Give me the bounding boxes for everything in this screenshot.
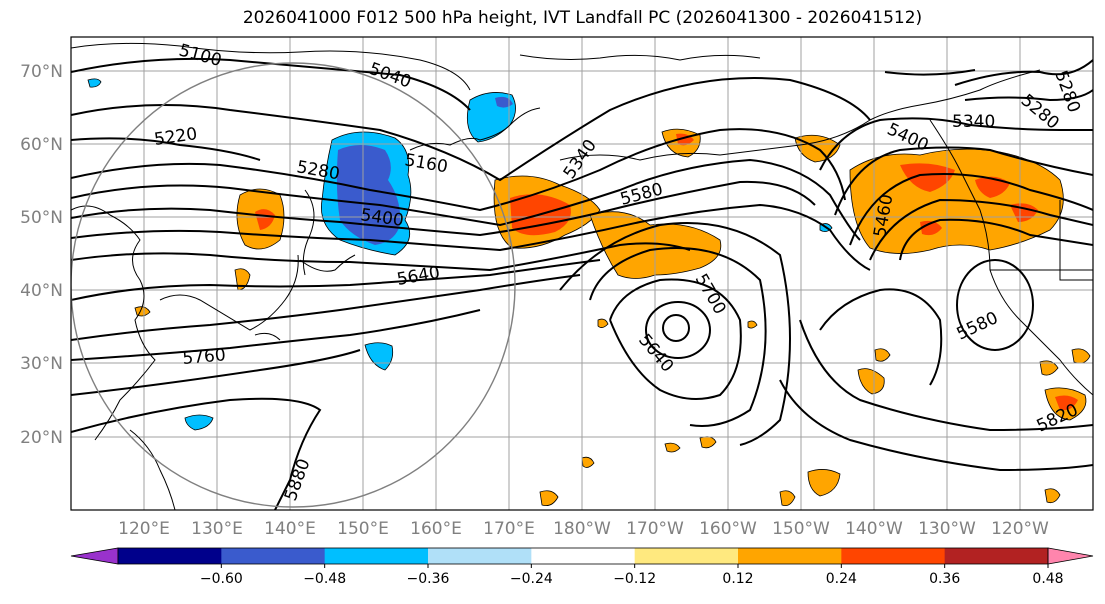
lon-label: 140°E (264, 519, 316, 539)
colorbar-segment (324, 548, 429, 564)
lat-label: 30°N (20, 354, 63, 374)
lon-gridlines (71, 37, 1021, 510)
map-body (71, 37, 1093, 510)
lon-axis-labels: 120°E 130°E 140°E 150°E 160°E 170°E 180°… (118, 519, 1049, 539)
lon-label: 130°E (191, 519, 243, 539)
lat-label: 50°N (20, 208, 63, 228)
colorbar-segments (70, 547, 1094, 565)
colorbar-segment (221, 548, 326, 564)
colorbar-tick-label: 0.24 (826, 571, 857, 587)
colorbar-frame (117, 547, 1049, 565)
lon-label: 180°W (553, 519, 611, 539)
lon-label: 160°W (699, 519, 757, 539)
lat-label: 60°N (20, 135, 63, 155)
lon-label: 120°E (118, 519, 170, 539)
radius-ring (71, 62, 516, 508)
colorbar-tick-label: 0.12 (722, 571, 753, 587)
colorbar-segment (738, 548, 842, 564)
colorbar-tick-label: 0.48 (1032, 571, 1063, 587)
colorbar-ticks: −0.60 −0.48 −0.36 −0.24 −0.12 0.12 0.24 0.36 0.4… (200, 564, 1064, 587)
lat-label: 20°N (20, 428, 63, 448)
colorbar-extend-high (1047, 547, 1094, 565)
lon-label: 120°W (991, 519, 1049, 539)
lon-label: 130°W (918, 519, 976, 539)
colorbar-segment (531, 548, 636, 564)
lon-label: 140°W (845, 519, 903, 539)
colorbar-tick-label: −0.12 (613, 571, 656, 587)
colorbar-segment (634, 548, 739, 564)
colorbar-tick-label: 0.36 (929, 571, 960, 587)
lon-label: 170°W (626, 519, 684, 539)
lat-label: 40°N (20, 281, 63, 301)
height-contours (71, 57, 1093, 510)
colorbar-segment (944, 548, 1049, 564)
map-frame (70, 36, 1094, 511)
colorbar-tick-label: −0.60 (200, 571, 243, 587)
colorbar-segment (428, 548, 532, 564)
colorbar-extend-low (70, 547, 119, 565)
ivt-positive-regions (134, 128, 1091, 507)
lat-axis-labels: 70°N 60°N 50°N 40°N 30°N 20°N (20, 62, 63, 448)
contour-label: 5760 (182, 345, 227, 369)
map-title: 2026041000 F012 500 hPa height, IVT Land… (242, 8, 923, 28)
lon-label: 170°E (483, 519, 535, 539)
coastlines (71, 42, 1093, 510)
colorbar-segment (841, 548, 946, 564)
colorbar-tick-label: −0.24 (510, 571, 553, 587)
lon-label: 160°E (410, 519, 462, 539)
colorbar-tick-label: −0.48 (303, 571, 346, 587)
colorbar-tick-label: −0.36 (407, 571, 450, 587)
lon-label: 150°W (772, 519, 830, 539)
contour-label: 5340 (952, 112, 995, 132)
colorbar: −0.60 −0.48 −0.36 −0.24 −0.12 0.12 0.24 0.36 0.4… (70, 547, 1094, 587)
lat-label: 70°N (20, 62, 63, 82)
lon-label: 150°E (337, 519, 389, 539)
colorbar-segment (118, 548, 222, 564)
